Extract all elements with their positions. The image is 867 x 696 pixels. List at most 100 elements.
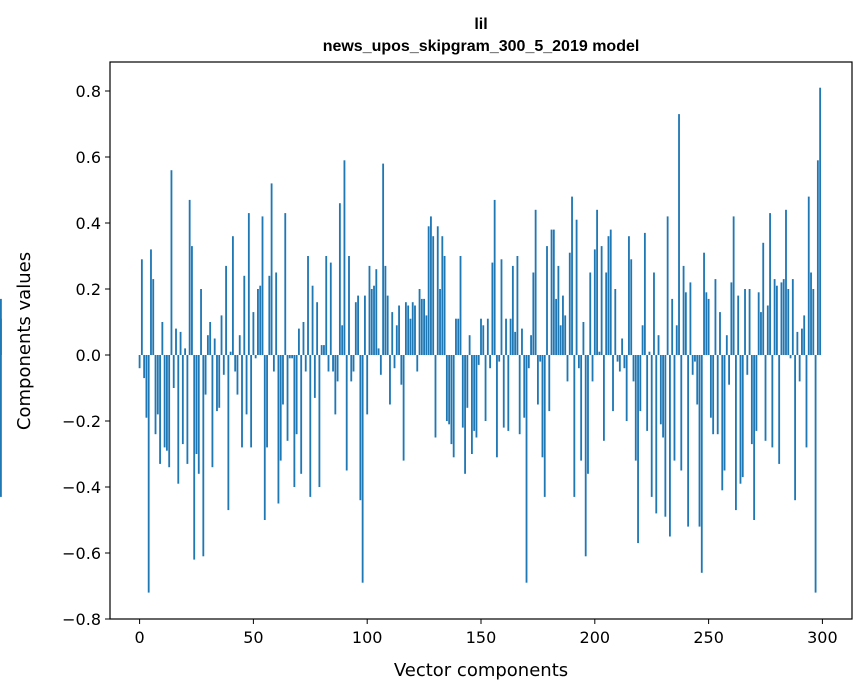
bar-component-22 <box>188 199 191 356</box>
bar-component-68 <box>293 355 296 487</box>
bar-component-246 <box>698 355 701 527</box>
bar-component-222 <box>643 232 646 355</box>
bar-component-137 <box>450 355 453 445</box>
bar-component-187 <box>564 315 567 355</box>
bar-component-132 <box>439 289 441 355</box>
bar-component-119 <box>409 318 412 355</box>
bar-component-281 <box>778 355 781 464</box>
bar-component-21 <box>186 355 189 464</box>
bar-component-210 <box>616 355 619 362</box>
bar-component-144 <box>466 355 469 408</box>
bar-component-26 <box>197 355 200 474</box>
bar-component-198 <box>589 272 592 355</box>
bar-component-122 <box>416 355 419 372</box>
bar-component-87 <box>336 355 339 382</box>
bar-component-174 <box>534 209 537 356</box>
bar-component-20 <box>184 348 187 355</box>
bar-component-254 <box>716 355 719 435</box>
bar-component-157 <box>496 355 498 458</box>
bar-component-84 <box>329 262 332 355</box>
y-tick-label: 0.6 <box>76 148 101 167</box>
bar-component-292 <box>803 315 806 355</box>
bar-component-297 <box>814 355 817 593</box>
bar-component-65 <box>286 355 289 441</box>
bar-component-38 <box>225 265 227 355</box>
bar-component-117 <box>404 302 407 355</box>
bar-component-18 <box>179 331 182 355</box>
bar-component-165 <box>514 331 517 355</box>
bar-component-224 <box>648 351 651 355</box>
bar-component-133 <box>441 236 444 355</box>
bar-component-183 <box>555 298 558 355</box>
bar-component-279 <box>773 279 776 355</box>
bar-component-54 <box>261 216 264 356</box>
bar-component-94 <box>352 355 355 372</box>
bar-component-199 <box>591 355 594 382</box>
bar-component-172 <box>530 335 532 355</box>
bar-component-138 <box>452 355 455 458</box>
y-tick-label: −0.2 <box>62 412 101 431</box>
bar-component-73 <box>304 355 307 372</box>
bar-component-241 <box>687 355 690 527</box>
bar-component-244 <box>694 355 696 362</box>
bar-component-123 <box>418 289 421 355</box>
bar-component-256 <box>721 355 724 491</box>
bar-component-273 <box>760 312 762 355</box>
bar-component-296 <box>812 289 815 355</box>
bar-component-143 <box>464 355 466 474</box>
bar-component-0 <box>138 355 141 369</box>
bar-component-71 <box>300 355 303 474</box>
bar-component-196 <box>584 355 587 557</box>
bar-component-223 <box>646 355 649 431</box>
bar-component-52 <box>257 289 259 355</box>
bar-component-278 <box>771 355 774 448</box>
bar-component-206 <box>607 236 610 355</box>
bar-component-15 <box>172 355 175 388</box>
bar-component-112 <box>393 355 396 369</box>
bar-component-179 <box>546 246 548 355</box>
bar-component-47 <box>245 355 248 415</box>
bar-component-75 <box>309 355 312 497</box>
bar-component-220 <box>639 355 642 412</box>
bar-component-6 <box>152 279 155 355</box>
bar-component-250 <box>707 298 710 355</box>
bar-component-72 <box>302 322 305 355</box>
bar-component-35 <box>218 355 221 408</box>
bar-component-91 <box>345 355 348 471</box>
bar-component-74 <box>307 256 309 355</box>
bar-component-63 <box>282 355 284 405</box>
bar-component-229 <box>659 355 662 425</box>
bar-component-214 <box>625 355 628 421</box>
bar-component-43 <box>236 355 239 395</box>
bar-component-31 <box>209 322 212 355</box>
bar-component-282 <box>780 282 783 355</box>
bar-component-247 <box>700 355 703 573</box>
bar-component-154 <box>489 355 492 369</box>
bar-component-262 <box>735 355 737 511</box>
bar-component-181 <box>550 229 553 355</box>
x-tick-label: 300 <box>807 628 838 647</box>
bar-component-155 <box>491 262 494 355</box>
bar-component-55 <box>263 355 266 520</box>
bar-component-212 <box>621 338 624 355</box>
bar-component-280 <box>775 285 778 355</box>
y-tick-label: 0.4 <box>76 214 101 233</box>
bar-component-97 <box>359 355 362 501</box>
bar-component-99 <box>364 295 366 355</box>
bar-component-150 <box>480 318 482 355</box>
bar-component-264 <box>739 355 742 484</box>
bar-component-108 <box>384 265 387 355</box>
bar-component-295 <box>810 272 812 355</box>
x-tick-label: 250 <box>693 628 724 647</box>
bar-component-41 <box>232 236 234 355</box>
bar-component-100 <box>366 355 369 415</box>
bar-component-9 <box>159 355 161 464</box>
bar-component-77 <box>313 355 316 398</box>
bar-component-269 <box>750 355 753 445</box>
bar-component-152 <box>484 355 487 421</box>
bar-component-44 <box>238 335 241 355</box>
bar-component-61 <box>277 355 280 504</box>
bar-component-88 <box>338 203 341 356</box>
bar-component-145 <box>468 335 471 355</box>
y-tick-label: 0.8 <box>76 82 101 101</box>
